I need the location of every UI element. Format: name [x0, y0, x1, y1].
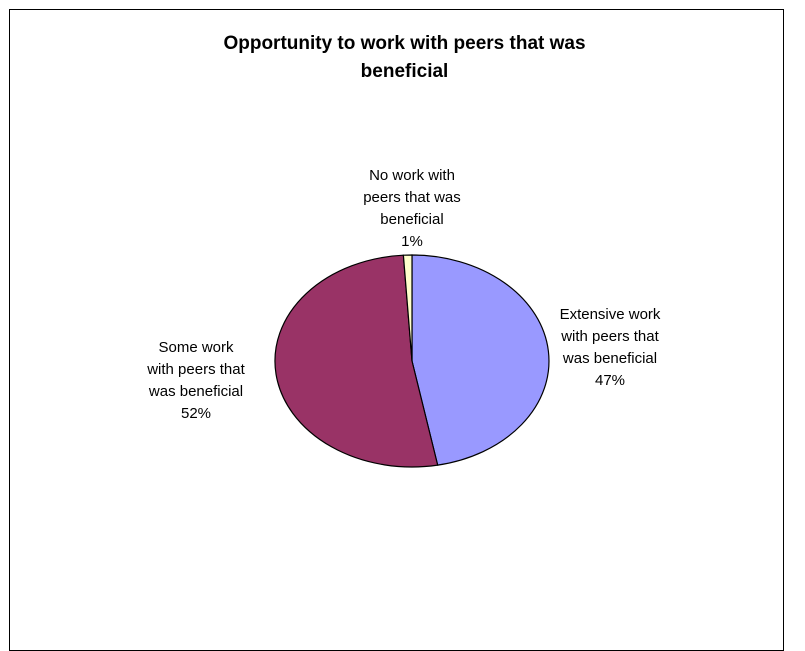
pie-labels: Extensive work with peers that was benefic…	[146, 167, 661, 422]
chart-title-line-1: Opportunity to work with peers that was	[223, 33, 586, 54]
slice-label-line: Extensive work	[560, 306, 661, 323]
slice-label-line: Some work	[158, 339, 234, 356]
slice-label-line: No work with	[369, 167, 455, 184]
slice-label-line: beneficial	[380, 211, 443, 228]
pie-chart: Extensive work with peers that was benefic…	[146, 167, 661, 468]
pie-slice-1	[411, 254, 550, 466]
slice-label-line: with peers that	[146, 361, 245, 378]
slice-label-percent: 1%	[401, 233, 423, 250]
slice-label-percent: 47%	[595, 372, 625, 389]
pie-slice-2	[274, 254, 439, 468]
slice-label-1: Extensive work with peers that was benefic…	[560, 306, 661, 389]
slice-label-line: was beneficial	[148, 383, 243, 400]
pie-slice-3	[402, 254, 413, 362]
slice-label-line: with peers that	[560, 328, 659, 345]
pie-slices	[274, 254, 550, 468]
slice-label-line: was beneficial	[562, 350, 657, 367]
slice-label-2: Some work with peers that was beneficial 52…	[146, 339, 245, 422]
slice-label-line: peers that was	[363, 189, 461, 206]
slice-label-3: No work with peers that was beneficial 1%	[363, 167, 461, 250]
slice-label-percent: 52%	[181, 405, 211, 422]
chart-title: Opportunity to work with peers that was …	[9, 30, 800, 86]
chart-title-line-2: beneficial	[360, 61, 449, 82]
